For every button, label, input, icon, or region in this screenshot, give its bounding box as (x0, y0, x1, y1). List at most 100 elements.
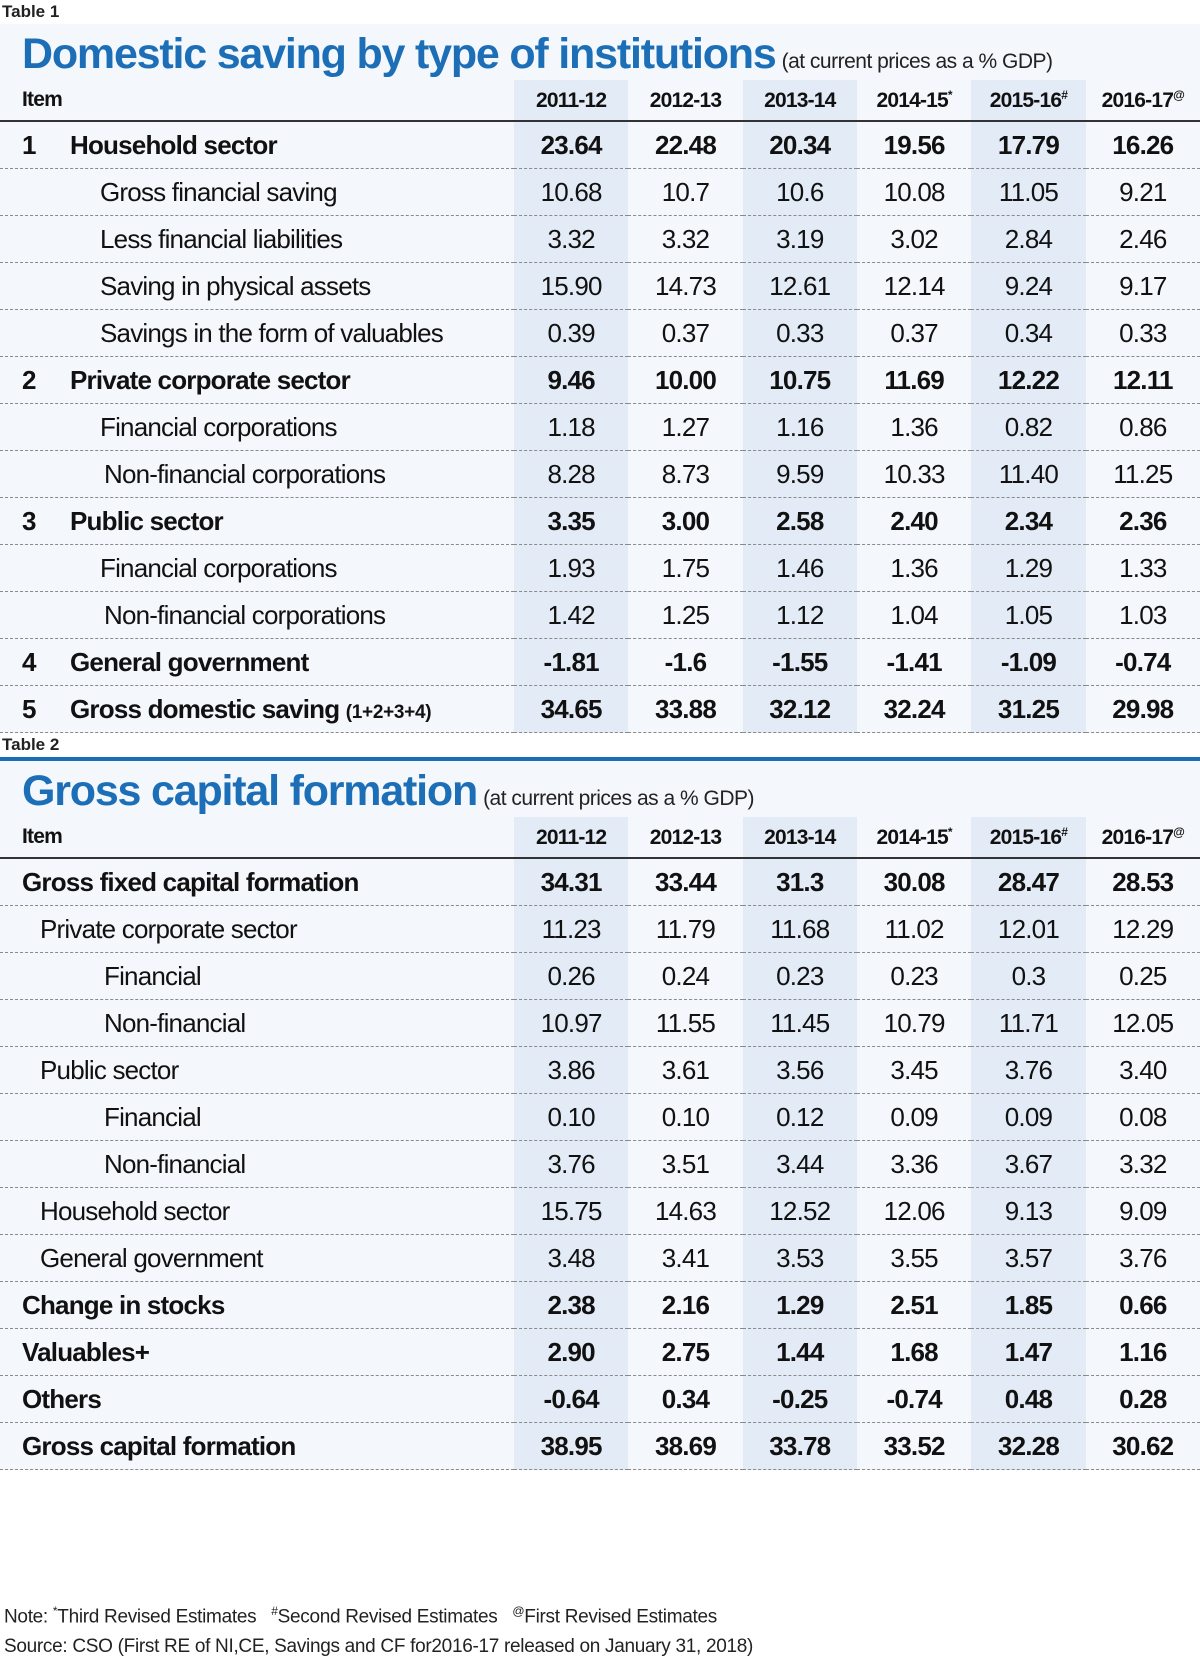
table-cell: 9.17 (1085, 262, 1200, 310)
row-label: Non-financial corporations (0, 450, 514, 498)
table-cell: 3.53 (742, 1234, 857, 1282)
table-cell: 2.51 (856, 1281, 972, 1329)
table-row: Valuables+ 2.90 2.75 1.44 1.68 1.47 1.16 (0, 1328, 1200, 1376)
table-cell: 12.05 (1085, 999, 1200, 1047)
column-header-year: 2013-14 (742, 80, 857, 122)
column-header-year: 2011-12 (513, 817, 629, 859)
table-cell: 2.16 (628, 1281, 743, 1329)
table-cell: 1.05 (971, 591, 1086, 639)
table-cell: 12.06 (856, 1187, 972, 1235)
table-cell: 1.75 (628, 544, 743, 592)
table-2-tag: Table 2 (2, 735, 60, 754)
table-row: Change in stocks 2.38 2.16 1.29 2.51 1.85 0.66 (0, 1281, 1200, 1329)
note-line: Note: *Third Revised Estimates #Second R… (4, 1604, 717, 1628)
table-cell: 1.04 (856, 591, 972, 639)
row-label: Savings in the form of valuables (0, 309, 514, 357)
row-label: Financial corporations (0, 544, 514, 592)
table-cell: 28.53 (1085, 858, 1200, 906)
table-cell: 3.55 (856, 1234, 972, 1282)
table-cell: 12.61 (742, 262, 857, 310)
table-1-tag: Table 1 (2, 2, 60, 21)
column-header-year: 2013-14 (742, 817, 857, 859)
row-label: Non-financial (0, 1140, 514, 1188)
table-cell: 10.33 (856, 450, 972, 498)
table-1-title: Domestic saving by type of institutions (22, 30, 777, 78)
table-cell: 32.24 (856, 685, 972, 733)
table-row: Non-financial corporations 1.42 1.25 1.12 1.… (0, 591, 1200, 639)
table-row: Saving in physical assets 15.90 14.73 12.61… (0, 262, 1200, 310)
table-cell: 3.67 (971, 1140, 1086, 1188)
table-cell: 2.46 (1085, 215, 1200, 263)
table-cell: 1.29 (971, 544, 1086, 592)
table-cell: 0.34 (628, 1375, 743, 1423)
table-row: 5 Gross domestic saving (1+2+3+4) 34.65 33.… (0, 685, 1200, 733)
row-label: Saving in physical assets (0, 262, 514, 310)
table-row: Non-financial corporations 8.28 8.73 9.59 10… (0, 450, 1200, 498)
table-cell: 0.23 (856, 952, 972, 1000)
table-cell: 0.12 (742, 1093, 857, 1141)
table-cell: 11.79 (628, 905, 743, 953)
table-cell: 1.85 (971, 1281, 1086, 1329)
row-label: Non-financial (0, 999, 514, 1047)
table-cell: 1.16 (1085, 1328, 1200, 1376)
table-cell: 30.62 (1085, 1422, 1200, 1470)
table-cell: -0.25 (742, 1375, 857, 1423)
table-cell: 0.33 (742, 309, 857, 357)
table-cell: 9.13 (971, 1187, 1086, 1235)
table-row: Non-financial 3.76 3.51 3.44 3.36 3.67 3.32 (0, 1140, 1200, 1188)
column-header-year: 2014-15* (856, 817, 972, 859)
table-cell: 11.23 (513, 905, 629, 953)
table-cell: -1.6 (628, 638, 743, 686)
table-cell: 1.36 (856, 544, 972, 592)
row-label: 4 General government (0, 638, 514, 686)
table-cell: 28.47 (971, 858, 1086, 906)
row-label: Change in stocks (0, 1281, 514, 1329)
table-cell: 0.86 (1085, 403, 1200, 451)
table-cell: 0.66 (1085, 1281, 1200, 1329)
table-cell: 3.86 (513, 1046, 629, 1094)
table-cell: 10.97 (513, 999, 629, 1047)
table-cell: 19.56 (856, 121, 972, 169)
column-header-year: 2014-15* (856, 80, 972, 122)
table-row: Private corporate sector 11.23 11.79 11.68 1… (0, 905, 1200, 953)
table-cell: 14.73 (628, 262, 743, 310)
table-cell: 12.11 (1085, 356, 1200, 404)
column-header-year: 2011-12 (513, 80, 629, 122)
table-cell: 16.26 (1085, 121, 1200, 169)
footnotes: Note: *Third Revised Estimates #Second R… (4, 1596, 1194, 1662)
table-cell: 11.68 (742, 905, 857, 953)
table-cell: 11.05 (971, 168, 1086, 216)
table-cell: 3.32 (513, 215, 629, 263)
table-cell: 1.36 (856, 403, 972, 451)
row-label: Public sector (0, 1046, 514, 1094)
table-cell: 9.59 (742, 450, 857, 498)
table-cell: 11.45 (742, 999, 857, 1047)
table-cell: 0.37 (628, 309, 743, 357)
table-cell: 3.57 (971, 1234, 1086, 1282)
table-cell: 1.18 (513, 403, 629, 451)
table-cell: 3.45 (856, 1046, 972, 1094)
table-1-title-row: Domestic saving by type of institutions … (0, 24, 1200, 80)
table-cell: -1.55 (742, 638, 857, 686)
table-cell: 1.68 (856, 1328, 972, 1376)
table-cell: 12.22 (971, 356, 1086, 404)
table-row: Gross capital formation 38.95 38.69 33.78 33… (0, 1422, 1200, 1470)
table-cell: 38.69 (628, 1422, 743, 1470)
table-2-header-row: Item 2011-12 2012-13 2013-14 2014-15* 20… (0, 817, 1200, 859)
table-row: Savings in the form of valuables 0.39 0.37… (0, 309, 1200, 357)
table-cell: 3.19 (742, 215, 857, 263)
table-cell: 1.27 (628, 403, 743, 451)
table-row: Gross fixed capital formation 34.31 33.44 3… (0, 858, 1200, 906)
row-label: 1 Household sector (0, 121, 514, 169)
table-cell: 33.44 (628, 858, 743, 906)
row-label: Financial (0, 1093, 514, 1141)
table-cell: 0.37 (856, 309, 972, 357)
table-cell: 34.31 (513, 858, 629, 906)
table-cell: 15.90 (513, 262, 629, 310)
table-cell: 3.61 (628, 1046, 743, 1094)
table-cell: 0.33 (1085, 309, 1200, 357)
table-cell: 0.10 (513, 1093, 629, 1141)
table-cell: 10.79 (856, 999, 972, 1047)
table-row: Public sector 3.86 3.61 3.56 3.45 3.76 3.40 (0, 1046, 1200, 1094)
table-cell: -1.41 (856, 638, 972, 686)
